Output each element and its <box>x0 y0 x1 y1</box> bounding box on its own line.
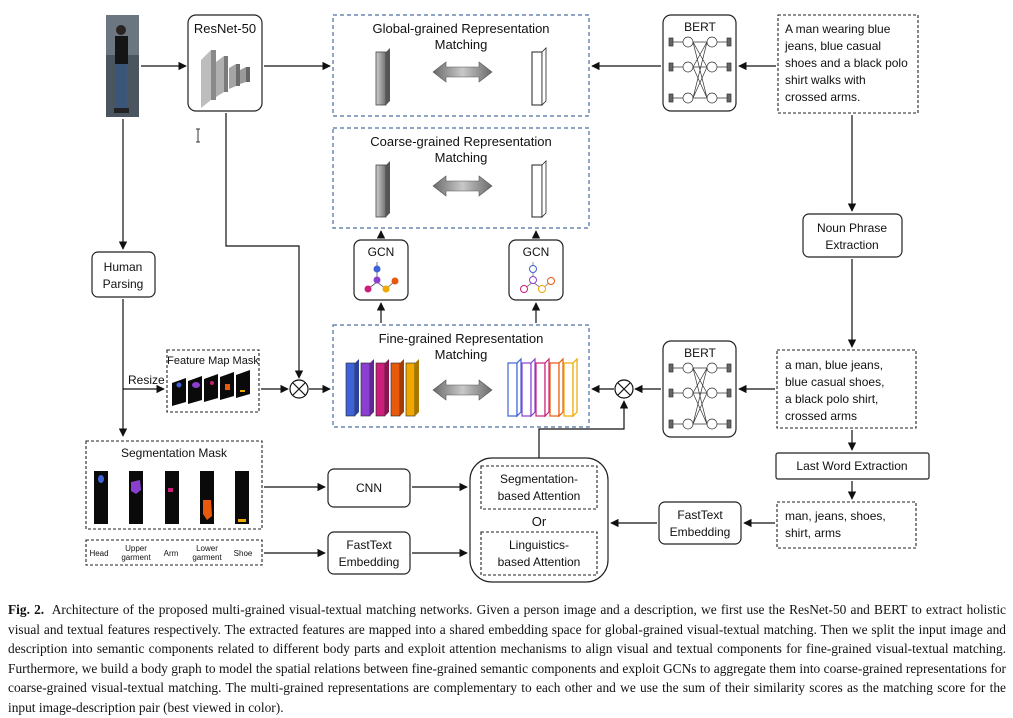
fasttext-left-label-2: Embedding <box>339 555 400 569</box>
human-parsing-label-2: Parsing <box>103 277 144 291</box>
seg-attention-label-1: Segmentation- <box>500 472 578 486</box>
or-label: Or <box>532 514 547 529</box>
description-line: shirt walks with <box>785 73 866 87</box>
text-cursor-icon <box>196 128 200 143</box>
segmentation-thumbnails <box>94 471 249 524</box>
body-part-arm: Arm <box>164 549 179 558</box>
cnn-block: CNN <box>327 468 411 508</box>
noun-phrases-box: a man, blue jeans, blue casual shoes, a … <box>776 349 917 429</box>
global-matching-title-2: Matching <box>435 37 488 52</box>
text-graph-icon <box>520 262 555 293</box>
fine-matching-title-2: Matching <box>435 347 488 362</box>
bert-bottom-block: BERT <box>662 340 737 438</box>
noun-phrase-line: blue casual shoes, <box>785 375 884 389</box>
seg-attention-label-2: based Attention <box>498 489 581 503</box>
bert-top-block: BERT <box>662 14 737 112</box>
gcn-left-label: GCN <box>368 245 395 259</box>
bert-network-icon <box>668 36 732 104</box>
visual-feature-bar <box>375 51 387 106</box>
ling-attention-label-1: Linguistics- <box>509 538 569 552</box>
body-part-head: Head <box>89 549 108 558</box>
coarse-matching-title-1: Coarse-grained Representation <box>370 134 551 149</box>
last-word-label: Last Word Extraction <box>796 459 907 473</box>
coarse-textual-bar <box>531 164 543 218</box>
noun-phrase-line: crossed arms <box>785 409 857 423</box>
fasttext-right-label-1: FastText <box>677 508 723 522</box>
bert-top-label: BERT <box>684 20 716 34</box>
gcn-left-block: GCN <box>353 239 409 301</box>
mask-thumbnails <box>172 370 250 406</box>
fine-matching-frame: Fine-grained Representation Matching <box>332 324 590 428</box>
description-line: crossed arms. <box>785 90 860 104</box>
figure-caption: Fig. 2. Architecture of the proposed mul… <box>8 600 1006 718</box>
noun-phrase-line: a man, blue jeans, <box>785 358 883 372</box>
resize-label: Resize <box>128 373 165 387</box>
feature-map-mask-box: Feature Map Mask <box>166 349 260 413</box>
coarse-matching-title-2: Matching <box>435 150 488 165</box>
noun-phrase-label-2: Extraction <box>825 238 878 252</box>
noun-phrase-extraction-block: Noun Phrase Extraction <box>802 213 903 258</box>
double-arrow-icon <box>432 175 493 197</box>
body-parts-box: Head Upper garment Arm Lower garment Shoe <box>85 539 263 566</box>
human-parsing-label-1: Human <box>104 260 143 274</box>
global-matching-title-1: Global-grained Representation <box>372 21 549 36</box>
fine-visual-features <box>345 359 419 417</box>
double-arrow-icon <box>432 61 493 83</box>
gcn-right-label: GCN <box>523 245 550 259</box>
fasttext-right-label-2: Embedding <box>670 525 731 539</box>
last-word-line: shirt, arms <box>785 526 841 540</box>
double-arrow-icon <box>432 379 493 401</box>
bert-bottom-label: BERT <box>684 346 716 360</box>
person-image <box>106 15 139 117</box>
textual-feature-bar <box>531 51 543 106</box>
last-words-box: man, jeans, shoes, shirt, arms <box>776 501 917 549</box>
description-line: jeans, blue casual <box>784 39 881 53</box>
segmentation-mask-box: Segmentation Mask <box>85 440 263 530</box>
architecture-diagram: ResNet-50 Global-grained Representation … <box>85 14 930 583</box>
caption-label: Fig. 2. <box>8 602 45 617</box>
last-word-line: man, jeans, shoes, <box>785 509 886 523</box>
multiply-node-left <box>289 379 309 399</box>
noun-phrase-line: a black polo shirt, <box>785 392 878 406</box>
description-line: shoes and a black polo <box>785 56 908 70</box>
description-line: A man wearing blue <box>785 22 891 36</box>
cnn-label: CNN <box>356 481 382 495</box>
description-box: A man wearing blue jeans, blue casual sh… <box>777 14 919 114</box>
human-parsing-block: Human Parsing <box>91 251 156 298</box>
caption-text: Architecture of the proposed multi-grain… <box>8 602 1006 715</box>
body-part-lower-garment: Lower garment <box>192 544 222 562</box>
connectors <box>118 61 857 558</box>
segmentation-mask-label: Segmentation Mask <box>121 446 228 460</box>
body-graph-icon <box>364 262 399 293</box>
multiply-node-right <box>614 379 634 399</box>
gcn-right-block: GCN <box>508 239 564 301</box>
attention-module: Segmentation- based Attention Or Linguis… <box>469 457 609 583</box>
noun-phrase-label-1: Noun Phrase <box>817 221 887 235</box>
resnet-50-block: ResNet-50 <box>187 14 263 112</box>
fasttext-left-block: FastText Embedding <box>327 531 411 575</box>
resnet-label: ResNet-50 <box>194 21 256 36</box>
fine-matching-title-1: Fine-grained Representation <box>379 331 544 346</box>
coarse-matching-frame: Coarse-grained Representation Matching <box>332 127 590 229</box>
body-part-shoe: Shoe <box>234 549 253 558</box>
fine-textual-features <box>507 357 578 418</box>
body-part-upper-garment: Upper garment <box>121 544 151 562</box>
bert-network-icon <box>668 362 732 430</box>
resnet-layers-icon <box>201 50 250 108</box>
fasttext-right-block: FastText Embedding <box>658 501 742 545</box>
feature-map-mask-label: Feature Map Mask <box>167 355 259 367</box>
fasttext-left-label-1: FastText <box>346 538 392 552</box>
global-matching-frame: Global-grained Representation Matching <box>332 14 590 117</box>
ling-attention-label-2: based Attention <box>498 555 581 569</box>
coarse-visual-bar <box>375 164 387 218</box>
last-word-extraction-block: Last Word Extraction <box>775 452 930 480</box>
